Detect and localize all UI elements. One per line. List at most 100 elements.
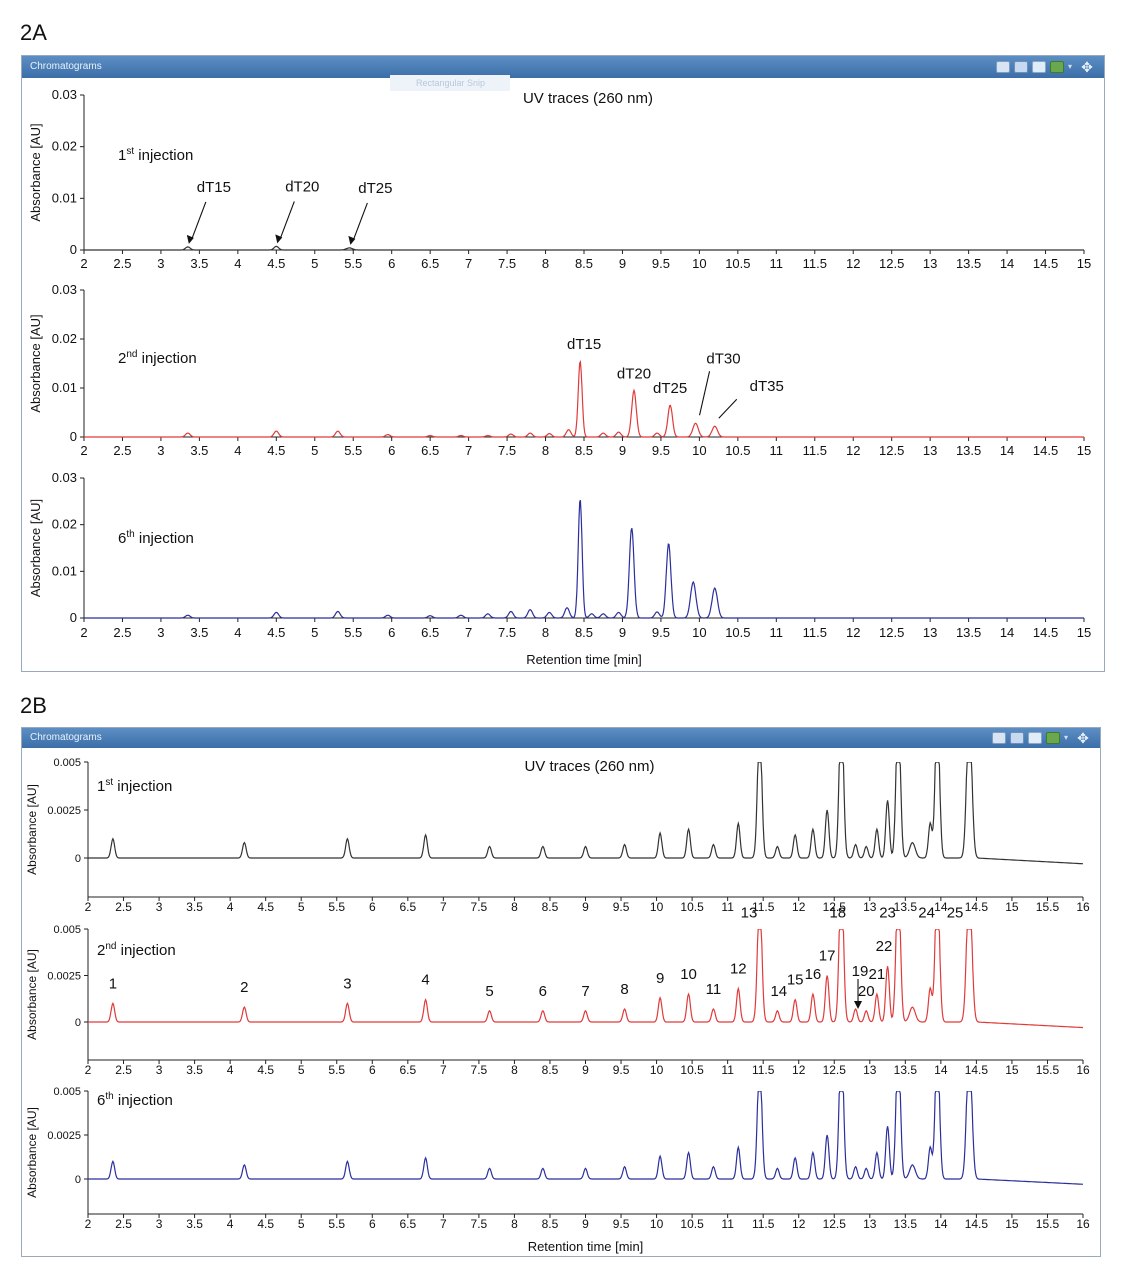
export-icon[interactable] [1046, 732, 1060, 744]
move-icon[interactable]: ✥ [1077, 730, 1089, 746]
x-tick-label: 5.5 [344, 625, 362, 640]
peak-label: 5 [485, 983, 493, 1000]
y-tick-label: 0.0025 [47, 1130, 81, 1142]
y-axis-label: Absorbance [AU] [28, 314, 43, 412]
annotation-arrowhead [854, 1000, 863, 1009]
x-tick-label: 5 [298, 900, 305, 914]
x-tick-label: 9.5 [652, 443, 670, 458]
y-tick-label: 0.02 [52, 139, 77, 154]
x-tick-label: 14.5 [965, 1217, 989, 1231]
y-axis-label: Absorbance [AU] [28, 499, 43, 597]
y-tick-label: 0 [75, 1174, 81, 1186]
y-tick-label: 0.0025 [47, 971, 81, 983]
table-icon[interactable] [1032, 61, 1046, 73]
peak-label: 8 [620, 981, 628, 998]
annotation-arrow [279, 201, 295, 239]
zoom-icon[interactable] [992, 732, 1006, 744]
x-tick-label: 14.5 [965, 900, 989, 914]
x-tick-label: 11.5 [752, 900, 775, 914]
injection-label: 6th injection [97, 1091, 173, 1109]
x-tick-label: 12.5 [823, 1217, 847, 1231]
x-tick-label: 4.5 [267, 443, 285, 458]
export-icon[interactable] [1050, 61, 1064, 73]
y-tick-label: 0.0025 [47, 805, 81, 817]
x-tick-label: 2 [80, 443, 87, 458]
x-tick-label: 15.5 [1036, 1217, 1060, 1231]
x-tick-label: 13.5 [894, 1063, 918, 1077]
x-tick-label: 3.5 [186, 900, 203, 914]
x-tick-label: 15 [1005, 1063, 1019, 1077]
x-tick-label: 9.5 [652, 625, 670, 640]
y-tick-label: 0.03 [52, 87, 77, 102]
table-icon[interactable] [1028, 732, 1042, 744]
peak-label: 3 [343, 975, 351, 992]
peak-label: 16 [805, 966, 822, 983]
x-tick-label: 13.5 [956, 256, 981, 271]
x-tick-label: 11.5 [752, 1217, 775, 1231]
x-tick-label: 4 [227, 1217, 234, 1231]
move-icon[interactable]: ✥ [1081, 59, 1093, 75]
x-tick-label: 8.5 [542, 1217, 559, 1231]
chart-panel: 2 2.5 3 3.5 4 4.5 5 5.5 6 6.5 7 7.5 8 8.5 9 9.5 10 10.5 11… [28, 87, 1091, 271]
chart-panel: 2 2.5 3 3.5 4 4.5 5 5.5 6 6.5 7 7.5 8 8.5 9 9.5 10 10.5 11… [28, 282, 1091, 458]
y-tick-label: 0 [75, 853, 81, 865]
x-tick-label: 4.5 [267, 625, 285, 640]
toolbar: ▾ ✥ [996, 59, 1094, 75]
y-tick-label: 0.03 [52, 470, 77, 485]
peak-label: dT20 [617, 365, 651, 382]
y-tick-label: 0.01 [52, 563, 77, 578]
x-tick-label: 13 [923, 256, 937, 271]
x-tick-label: 9 [582, 1217, 589, 1231]
x-tick-label: 10 [692, 625, 706, 640]
x-tick-label: 13.5 [956, 625, 981, 640]
peak-label: 24 [918, 905, 935, 922]
x-tick-label: 12 [846, 443, 860, 458]
peak-label: 17 [819, 948, 836, 965]
x-tick-label: 7 [440, 900, 447, 914]
x-tick-label: 11 [770, 443, 784, 458]
x-tick-label: 13.5 [956, 443, 981, 458]
injection-label: 1st injection [97, 777, 172, 795]
x-tick-label: 14 [934, 900, 948, 914]
x-tick-label: 5.5 [328, 900, 345, 914]
x-tick-label: 2.5 [115, 1217, 132, 1231]
x-tick-label: 2.5 [115, 900, 132, 914]
x-tick-label: 11 [770, 625, 784, 640]
peak-label: 22 [876, 938, 893, 955]
x-tick-label: 14 [1000, 443, 1014, 458]
window-titlebar: Chromatograms ▾ ✥ [22, 56, 1104, 78]
x-tick-label: 16 [1076, 1063, 1090, 1077]
annotation-arrowhead [348, 235, 356, 245]
peak-label: 23 [879, 905, 896, 922]
x-tick-label: 8.5 [575, 625, 593, 640]
x-tick-label: 2.5 [113, 625, 131, 640]
x-tick-label: 7.5 [471, 1217, 488, 1231]
x-tick-label: 12.5 [879, 443, 904, 458]
figure-2a-label: 2A [20, 20, 47, 45]
x-tick-label: 4 [227, 1063, 234, 1077]
chevron-down-icon[interactable]: ▾ [1068, 62, 1073, 71]
x-tick-label: 11 [770, 256, 784, 271]
annotation-arrow [699, 371, 711, 416]
copy-icon[interactable] [1014, 61, 1028, 73]
peak-label: 1 [109, 975, 117, 992]
x-tick-label: 13 [863, 1217, 877, 1231]
copy-icon[interactable] [1010, 732, 1024, 744]
annotation-arrowhead [275, 234, 283, 244]
peak-label: 19 [852, 963, 869, 980]
x-tick-label: 10 [692, 256, 706, 271]
peak-label: dT15 [197, 179, 231, 196]
x-tick-label: 15.5 [1036, 900, 1060, 914]
x-tick-label: 16 [1076, 1217, 1090, 1231]
x-tick-label: 3.5 [186, 1063, 203, 1077]
y-tick-label: 0.01 [52, 190, 77, 205]
zoom-icon[interactable] [996, 61, 1010, 73]
x-tick-label: 13.5 [894, 1217, 918, 1231]
x-tick-label: 7.5 [498, 625, 516, 640]
x-tick-label: 2 [85, 1063, 92, 1077]
y-tick-label: 0.02 [52, 331, 77, 346]
chevron-down-icon[interactable]: ▾ [1064, 733, 1069, 742]
x-tick-label: 14.5 [1033, 443, 1058, 458]
chart-panel: 2 2.5 3 3.5 4 4.5 5 5.5 6 6.5 7 7.5 8 8.5 9 9.5 10 10.5 11… [25, 1086, 1090, 1231]
y-axis-label: Absorbance [AU] [28, 123, 43, 221]
